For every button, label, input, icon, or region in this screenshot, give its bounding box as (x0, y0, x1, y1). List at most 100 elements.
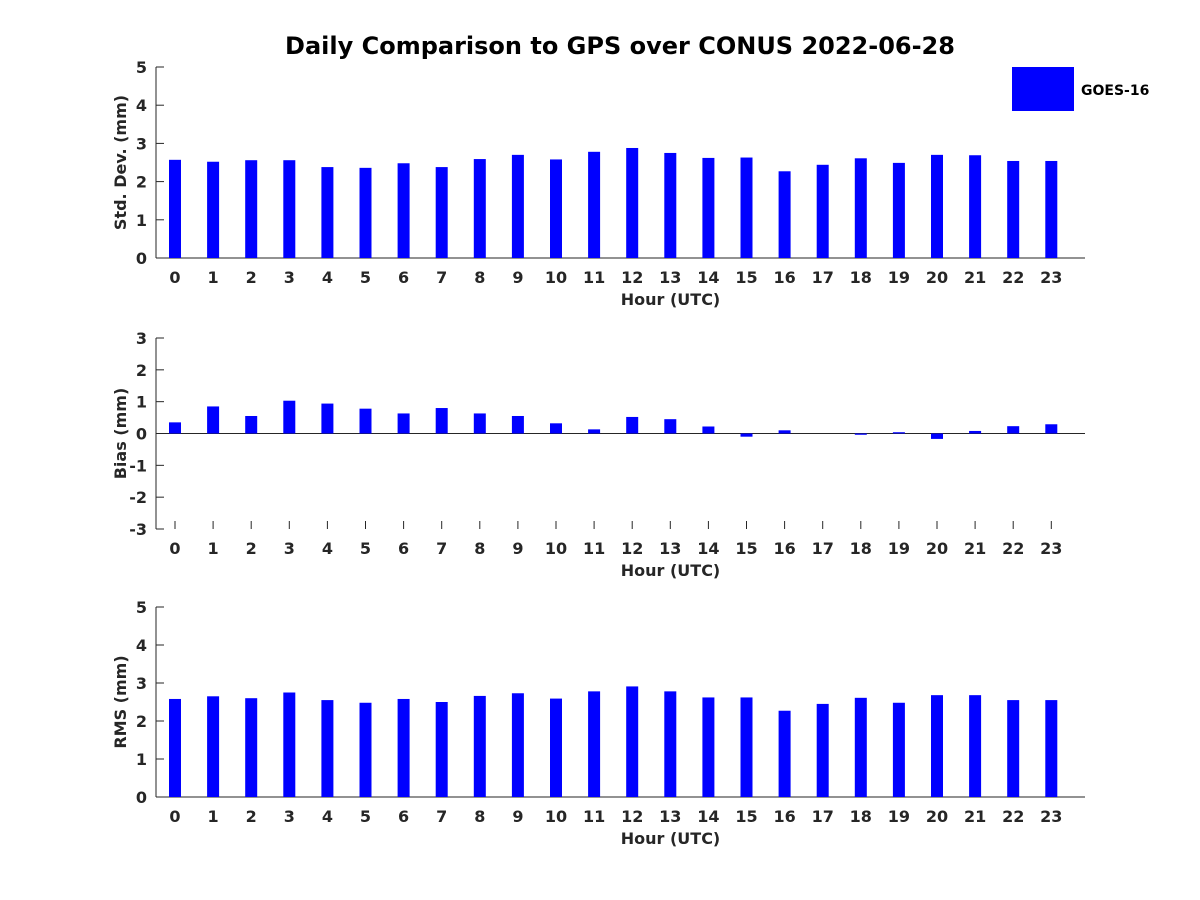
legend: GOES-16 (1012, 67, 1149, 111)
y-tick-label: -3 (129, 520, 147, 539)
bar-std-hour-3 (283, 160, 296, 258)
bar-rms-hour-21 (969, 695, 982, 797)
bar-std-hour-9 (511, 154, 524, 258)
bar-bias-hour-14 (702, 426, 715, 434)
bar-bias-hour-10 (550, 423, 562, 434)
y-tick-label: 2 (136, 361, 147, 380)
x-tick-label: 7 (436, 807, 447, 826)
bar-bias-hour-13 (664, 419, 677, 434)
x-tick-label: 14 (697, 539, 719, 558)
bar-rms-hour-17 (816, 703, 829, 797)
x-tick-label: 2 (246, 539, 257, 558)
bar-bias-hour-8 (473, 413, 486, 434)
x-tick-label: 22 (1002, 807, 1024, 826)
bar-bias-hour-18 (854, 433, 867, 435)
x-tick-label: 14 (697, 807, 719, 826)
x-tick-label: 8 (474, 807, 485, 826)
x-tick-label: 14 (697, 268, 719, 287)
y-tick-label: 4 (136, 96, 147, 115)
bar-std-hour-10 (550, 159, 562, 258)
x-tick-label: 3 (284, 268, 295, 287)
x-tick-label: 10 (545, 268, 567, 287)
x-tick-label: 15 (735, 268, 757, 287)
bar-rms-hour-7 (435, 702, 448, 797)
x-tick-label: 12 (621, 268, 643, 287)
y-tick-label: 5 (136, 598, 147, 617)
bar-bias-hour-4 (321, 403, 334, 434)
x-tick-label: 21 (964, 539, 986, 558)
x-axis-label: Hour (UTC) (621, 829, 721, 848)
x-tick-label: 17 (812, 807, 834, 826)
x-tick-label: 16 (773, 268, 795, 287)
bar-rms-hour-13 (664, 691, 677, 797)
bar-rms-hour-10 (550, 698, 562, 797)
y-axis-label: Bias (mm) (111, 388, 130, 480)
x-tick-label: 20 (926, 539, 948, 558)
bar-std-hour-14 (702, 157, 715, 258)
bar-bias-hour-12 (626, 416, 639, 434)
x-tick-label: 23 (1040, 268, 1062, 287)
bar-std-hour-20 (931, 154, 943, 258)
bar-rms-hour-16 (778, 710, 791, 797)
bar-std-hour-18 (854, 158, 867, 258)
x-tick-label: 16 (773, 539, 795, 558)
x-tick-label: 8 (474, 268, 485, 287)
x-tick-label: 9 (512, 539, 523, 558)
bar-std-hour-12 (626, 147, 639, 258)
x-tick-label: 11 (583, 807, 605, 826)
bar-bias-hour-21 (969, 430, 982, 434)
y-tick-label: -2 (129, 488, 147, 507)
x-tick-label: 4 (322, 539, 333, 558)
x-tick-label: 9 (512, 807, 523, 826)
x-tick-label: 5 (360, 539, 371, 558)
x-tick-label: 18 (850, 807, 872, 826)
bar-rms-hour-8 (473, 695, 486, 797)
x-tick-label: 16 (773, 807, 795, 826)
x-tick-label: 20 (926, 268, 948, 287)
y-tick-label: 2 (136, 173, 147, 192)
y-axis-label: Std. Dev. (mm) (111, 95, 130, 230)
x-tick-label: 0 (169, 807, 180, 826)
bar-bias-hour-22 (1007, 426, 1020, 434)
x-tick-label: 0 (169, 539, 180, 558)
bar-std-hour-21 (969, 155, 982, 258)
y-tick-label: 3 (136, 134, 147, 153)
bar-rms-hour-12 (626, 686, 639, 797)
bar-bias-hour-6 (397, 413, 410, 434)
x-tick-label: 13 (659, 268, 681, 287)
x-tick-label: 7 (436, 539, 447, 558)
bar-rms-hour-20 (931, 695, 943, 797)
bar-std-hour-19 (892, 162, 905, 258)
x-tick-label: 1 (208, 807, 219, 826)
x-tick-label: 12 (621, 807, 643, 826)
bar-std-hour-1 (207, 161, 220, 258)
x-tick-label: 19 (888, 268, 910, 287)
bar-bias-hour-5 (359, 408, 372, 434)
x-tick-label: 22 (1002, 539, 1024, 558)
bar-rms-hour-22 (1007, 700, 1020, 797)
y-tick-label: 1 (136, 750, 147, 769)
bar-bias-hour-23 (1045, 424, 1058, 434)
bar-std-hour-17 (816, 164, 829, 258)
x-tick-label: 13 (659, 539, 681, 558)
x-tick-label: 2 (246, 268, 257, 287)
x-tick-label: 0 (169, 268, 180, 287)
x-tick-label: 10 (545, 807, 567, 826)
x-tick-label: 4 (322, 807, 333, 826)
bar-rms-hour-9 (511, 693, 524, 797)
y-tick-label: 2 (136, 712, 147, 731)
x-tick-label: 18 (850, 268, 872, 287)
bar-bias-hour-20 (931, 433, 943, 439)
x-tick-label: 3 (284, 539, 295, 558)
bar-rms-hour-1 (207, 696, 220, 797)
bar-std-hour-2 (245, 160, 258, 258)
x-tick-label: 4 (322, 268, 333, 287)
bar-std-hour-7 (435, 167, 448, 258)
y-tick-label: 4 (136, 636, 147, 655)
bar-rms-hour-15 (740, 697, 753, 797)
x-tick-label: 17 (812, 268, 834, 287)
x-tick-label: 6 (398, 268, 409, 287)
